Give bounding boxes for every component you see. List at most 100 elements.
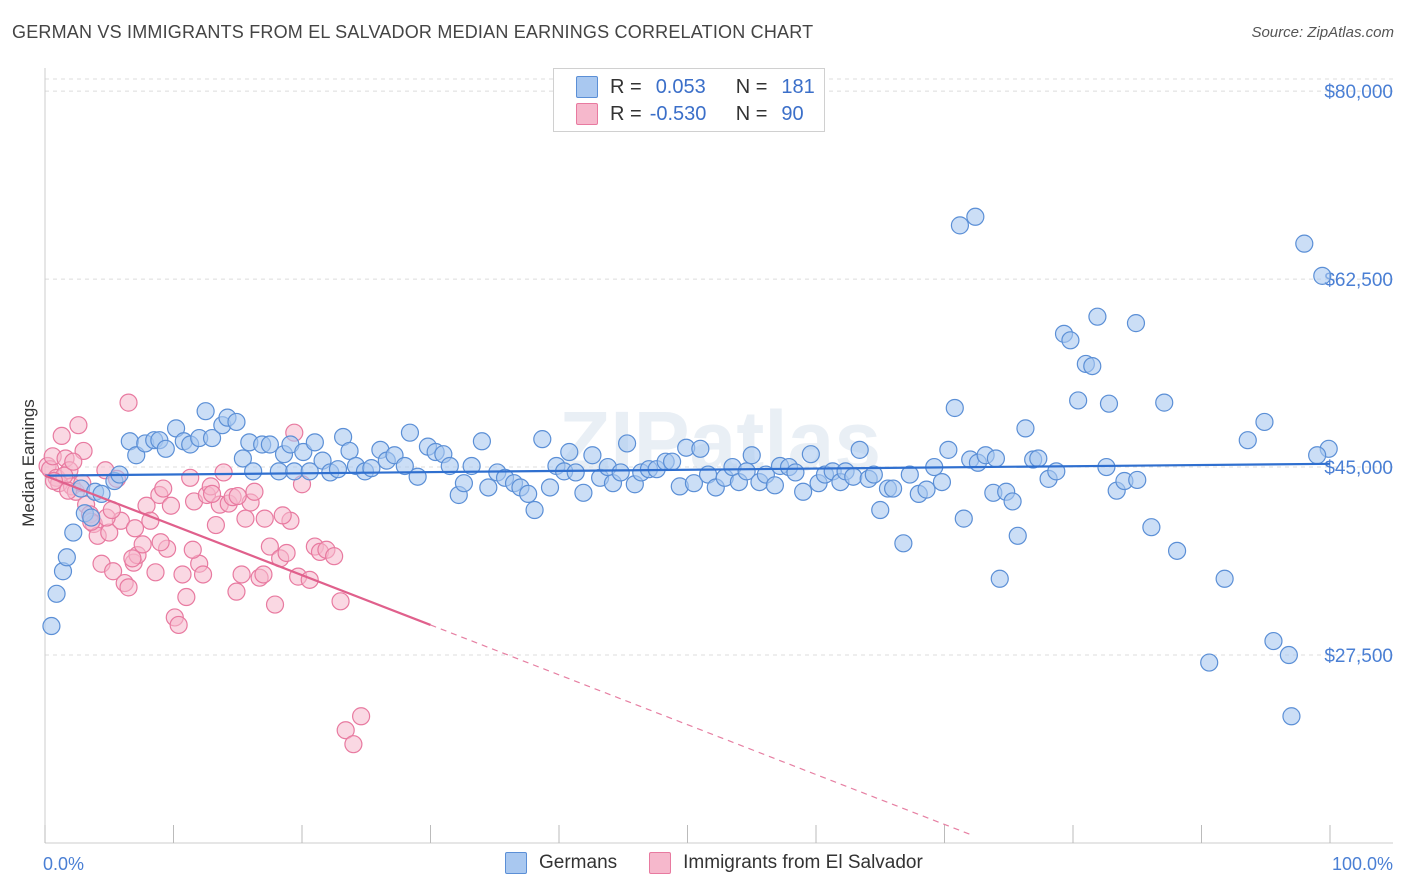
german-point <box>1016 419 1035 438</box>
german-point <box>300 462 319 481</box>
german-point <box>1295 234 1314 253</box>
german-point <box>566 463 585 482</box>
salvador-point <box>255 509 274 528</box>
german-point <box>883 479 903 498</box>
salvador-point <box>331 592 350 611</box>
salvador-point <box>123 549 142 568</box>
legend-label-salvador: Immigrants from El Salvador <box>683 852 923 873</box>
y-tick-label: $45,000 <box>1324 458 1393 479</box>
german-point <box>440 456 459 476</box>
german-point <box>583 446 602 465</box>
y-tick-label: $62,500 <box>1324 270 1393 291</box>
german-point <box>684 474 704 493</box>
german-point <box>1099 394 1119 413</box>
german-point <box>1155 393 1174 412</box>
german-point <box>1308 446 1327 465</box>
german-point <box>737 462 756 481</box>
german-point <box>1282 707 1301 726</box>
german-point <box>305 433 324 452</box>
salvador-point <box>206 515 226 535</box>
german-point <box>917 480 936 499</box>
salvador-point <box>236 509 255 528</box>
salvador-point <box>273 506 292 525</box>
german-point <box>1313 266 1332 285</box>
german-point <box>328 460 348 479</box>
german-point <box>472 432 491 451</box>
german-point <box>285 462 304 481</box>
x-tick-label-max: 100.0% <box>1332 854 1393 874</box>
salvador-point <box>181 468 200 487</box>
salvador-point <box>227 582 246 601</box>
german-point <box>64 523 83 542</box>
german-point <box>742 446 761 465</box>
source-label: Source: ZipAtlas.com <box>1251 24 1394 41</box>
legend-item-salvador[interactable]: Immigrants from El Salvador <box>649 852 923 874</box>
german-point <box>525 500 544 520</box>
german-point <box>945 398 964 418</box>
salvador-point <box>344 735 363 754</box>
german-point <box>939 440 958 459</box>
german-point <box>611 463 630 482</box>
german-point <box>1083 356 1102 376</box>
german-point <box>57 548 76 567</box>
y-tick-label: $27,500 <box>1324 646 1393 667</box>
german-point <box>864 465 883 484</box>
salvador-point <box>151 533 170 552</box>
r-label: R = <box>610 102 642 125</box>
salvador-point <box>183 540 202 559</box>
german-point <box>662 452 682 471</box>
germans-swatch <box>505 852 527 874</box>
german-point <box>533 430 552 449</box>
german-point <box>294 442 313 462</box>
r-label: R = <box>610 75 642 98</box>
german-point <box>244 462 263 481</box>
german-point <box>574 483 593 502</box>
salvador-swatch <box>649 852 672 874</box>
german-point <box>260 435 279 454</box>
salvador-point <box>154 479 173 498</box>
german-point <box>932 472 952 492</box>
salvador-point <box>245 482 264 501</box>
german-point <box>1088 307 1107 326</box>
german-point <box>1264 631 1283 651</box>
x-tick-label-min: 0.0% <box>43 854 84 874</box>
german-point <box>990 569 1009 588</box>
n-label: N = <box>735 102 768 125</box>
salvador-point <box>254 565 273 584</box>
german-point <box>1279 645 1298 665</box>
german-point <box>196 402 215 421</box>
trend-lines <box>44 462 1331 835</box>
salvador-point <box>214 463 233 482</box>
german-point <box>1255 412 1274 432</box>
german-point <box>362 459 381 478</box>
salvador-point <box>336 721 355 740</box>
salvador-point <box>193 565 213 584</box>
german-point <box>340 441 359 461</box>
salvador-point <box>64 452 83 471</box>
german-point <box>844 467 863 486</box>
salvador-point <box>104 562 123 581</box>
german-point <box>1200 653 1219 672</box>
german-point <box>986 449 1006 468</box>
german-point <box>900 465 919 484</box>
german-point <box>786 463 805 482</box>
salvador-swatch <box>576 103 598 125</box>
legend-row-germans: R = 0.053 N = 181 <box>576 75 815 99</box>
german-point <box>894 534 913 553</box>
german-points <box>42 207 1338 726</box>
german-point <box>1097 457 1116 477</box>
legend-item-germans[interactable]: Germans <box>505 852 617 874</box>
german-point <box>954 509 973 528</box>
german-point <box>1238 431 1257 450</box>
german-point <box>691 439 710 458</box>
salvador-point <box>260 537 279 556</box>
n-value: 181 <box>781 75 815 98</box>
german-point <box>408 467 427 486</box>
salvador-point <box>173 565 192 584</box>
legend-label-germans: Germans <box>539 852 618 873</box>
german-point <box>1003 492 1022 511</box>
german-point <box>801 445 820 464</box>
series-legend: Germans Immigrants from El Salvador <box>505 852 955 874</box>
salvador-point <box>52 426 71 446</box>
